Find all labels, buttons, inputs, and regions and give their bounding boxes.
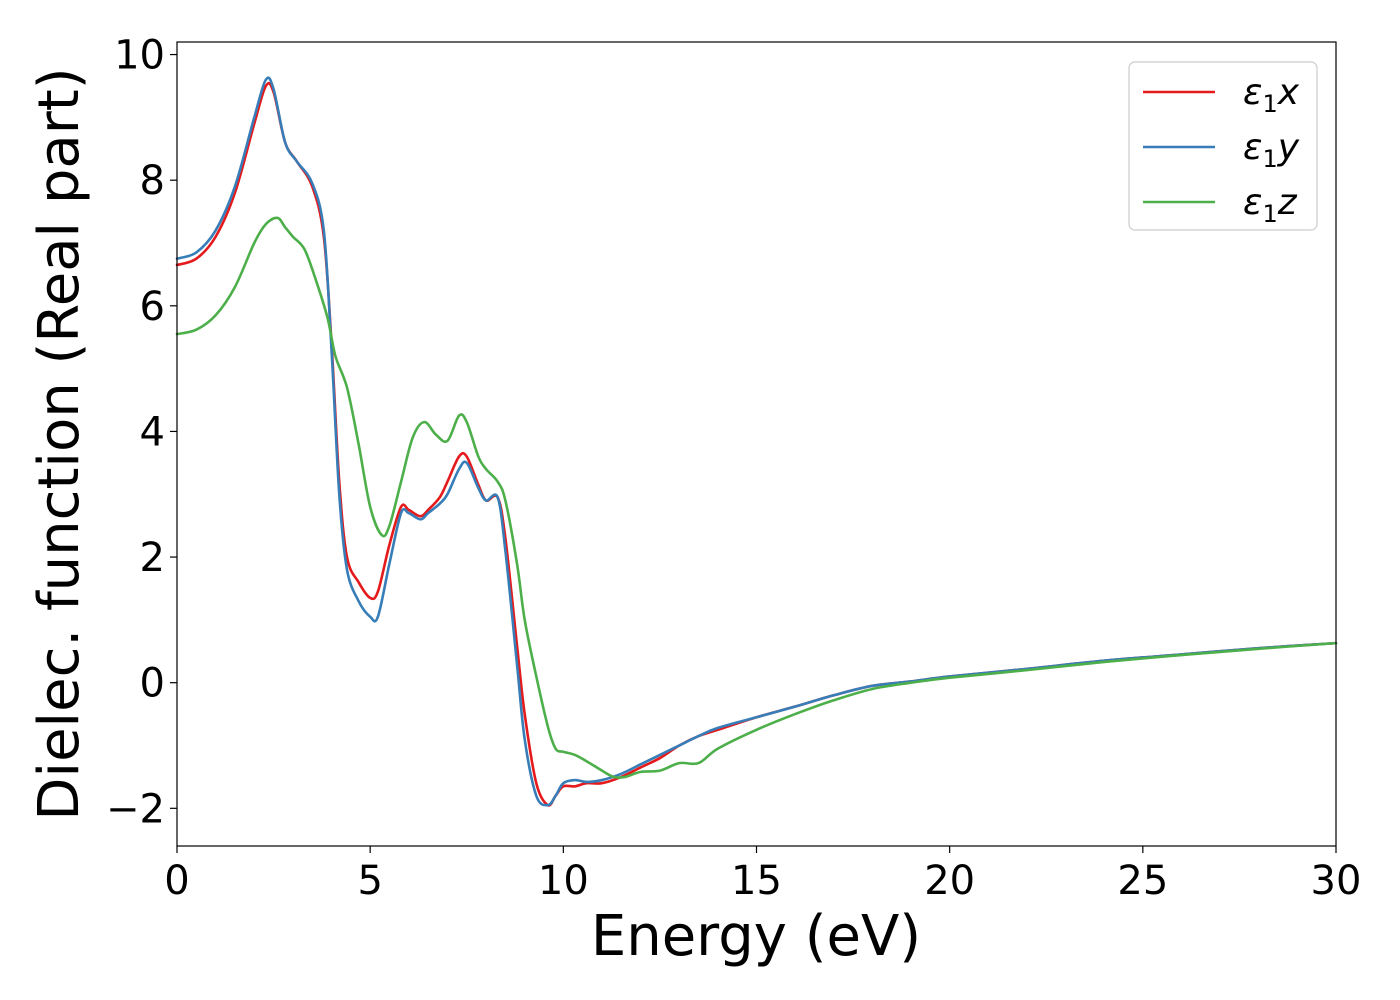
x-axis-label: Energy (eV) xyxy=(591,904,921,969)
x-tick-label: 20 xyxy=(924,858,975,904)
legend-label-x: ε1x xyxy=(1243,72,1300,118)
y-tick-label: 8 xyxy=(140,158,165,204)
x-tick-label: 15 xyxy=(731,858,782,904)
legend-label-y: ε1y xyxy=(1243,127,1300,173)
legend-items: ε1x ε1y ε1z xyxy=(1143,72,1300,228)
y-tick-label: 0 xyxy=(140,661,165,707)
series-line-z xyxy=(175,216,1338,779)
x-tick-label: 30 xyxy=(1311,858,1362,904)
x-axis-ticks: 0 5 10 15 20 25 30 xyxy=(164,846,1361,904)
legend-label-z: ε1z xyxy=(1243,182,1298,228)
x-tick-label: 0 xyxy=(164,858,189,904)
y-tick-label: 6 xyxy=(140,284,165,330)
x-tick-label: 25 xyxy=(1117,858,1168,904)
x-tick-label: 10 xyxy=(538,858,589,904)
y-tick-label: 2 xyxy=(140,535,165,581)
y-axis-ticks: −2 0 2 4 6 8 10 xyxy=(106,33,177,832)
y-tick-label: −2 xyxy=(106,786,165,832)
legend-box xyxy=(1128,61,1318,231)
series-line-y xyxy=(175,76,1338,807)
y-tick-label: 4 xyxy=(140,409,165,455)
y-tick-label: 10 xyxy=(114,33,165,79)
x-tick-label: 5 xyxy=(357,858,382,904)
y-axis-label: Dielec. function (Real part) xyxy=(27,67,92,820)
series-layer xyxy=(175,76,1338,807)
legend: ε1x ε1y ε1z xyxy=(1128,61,1318,231)
